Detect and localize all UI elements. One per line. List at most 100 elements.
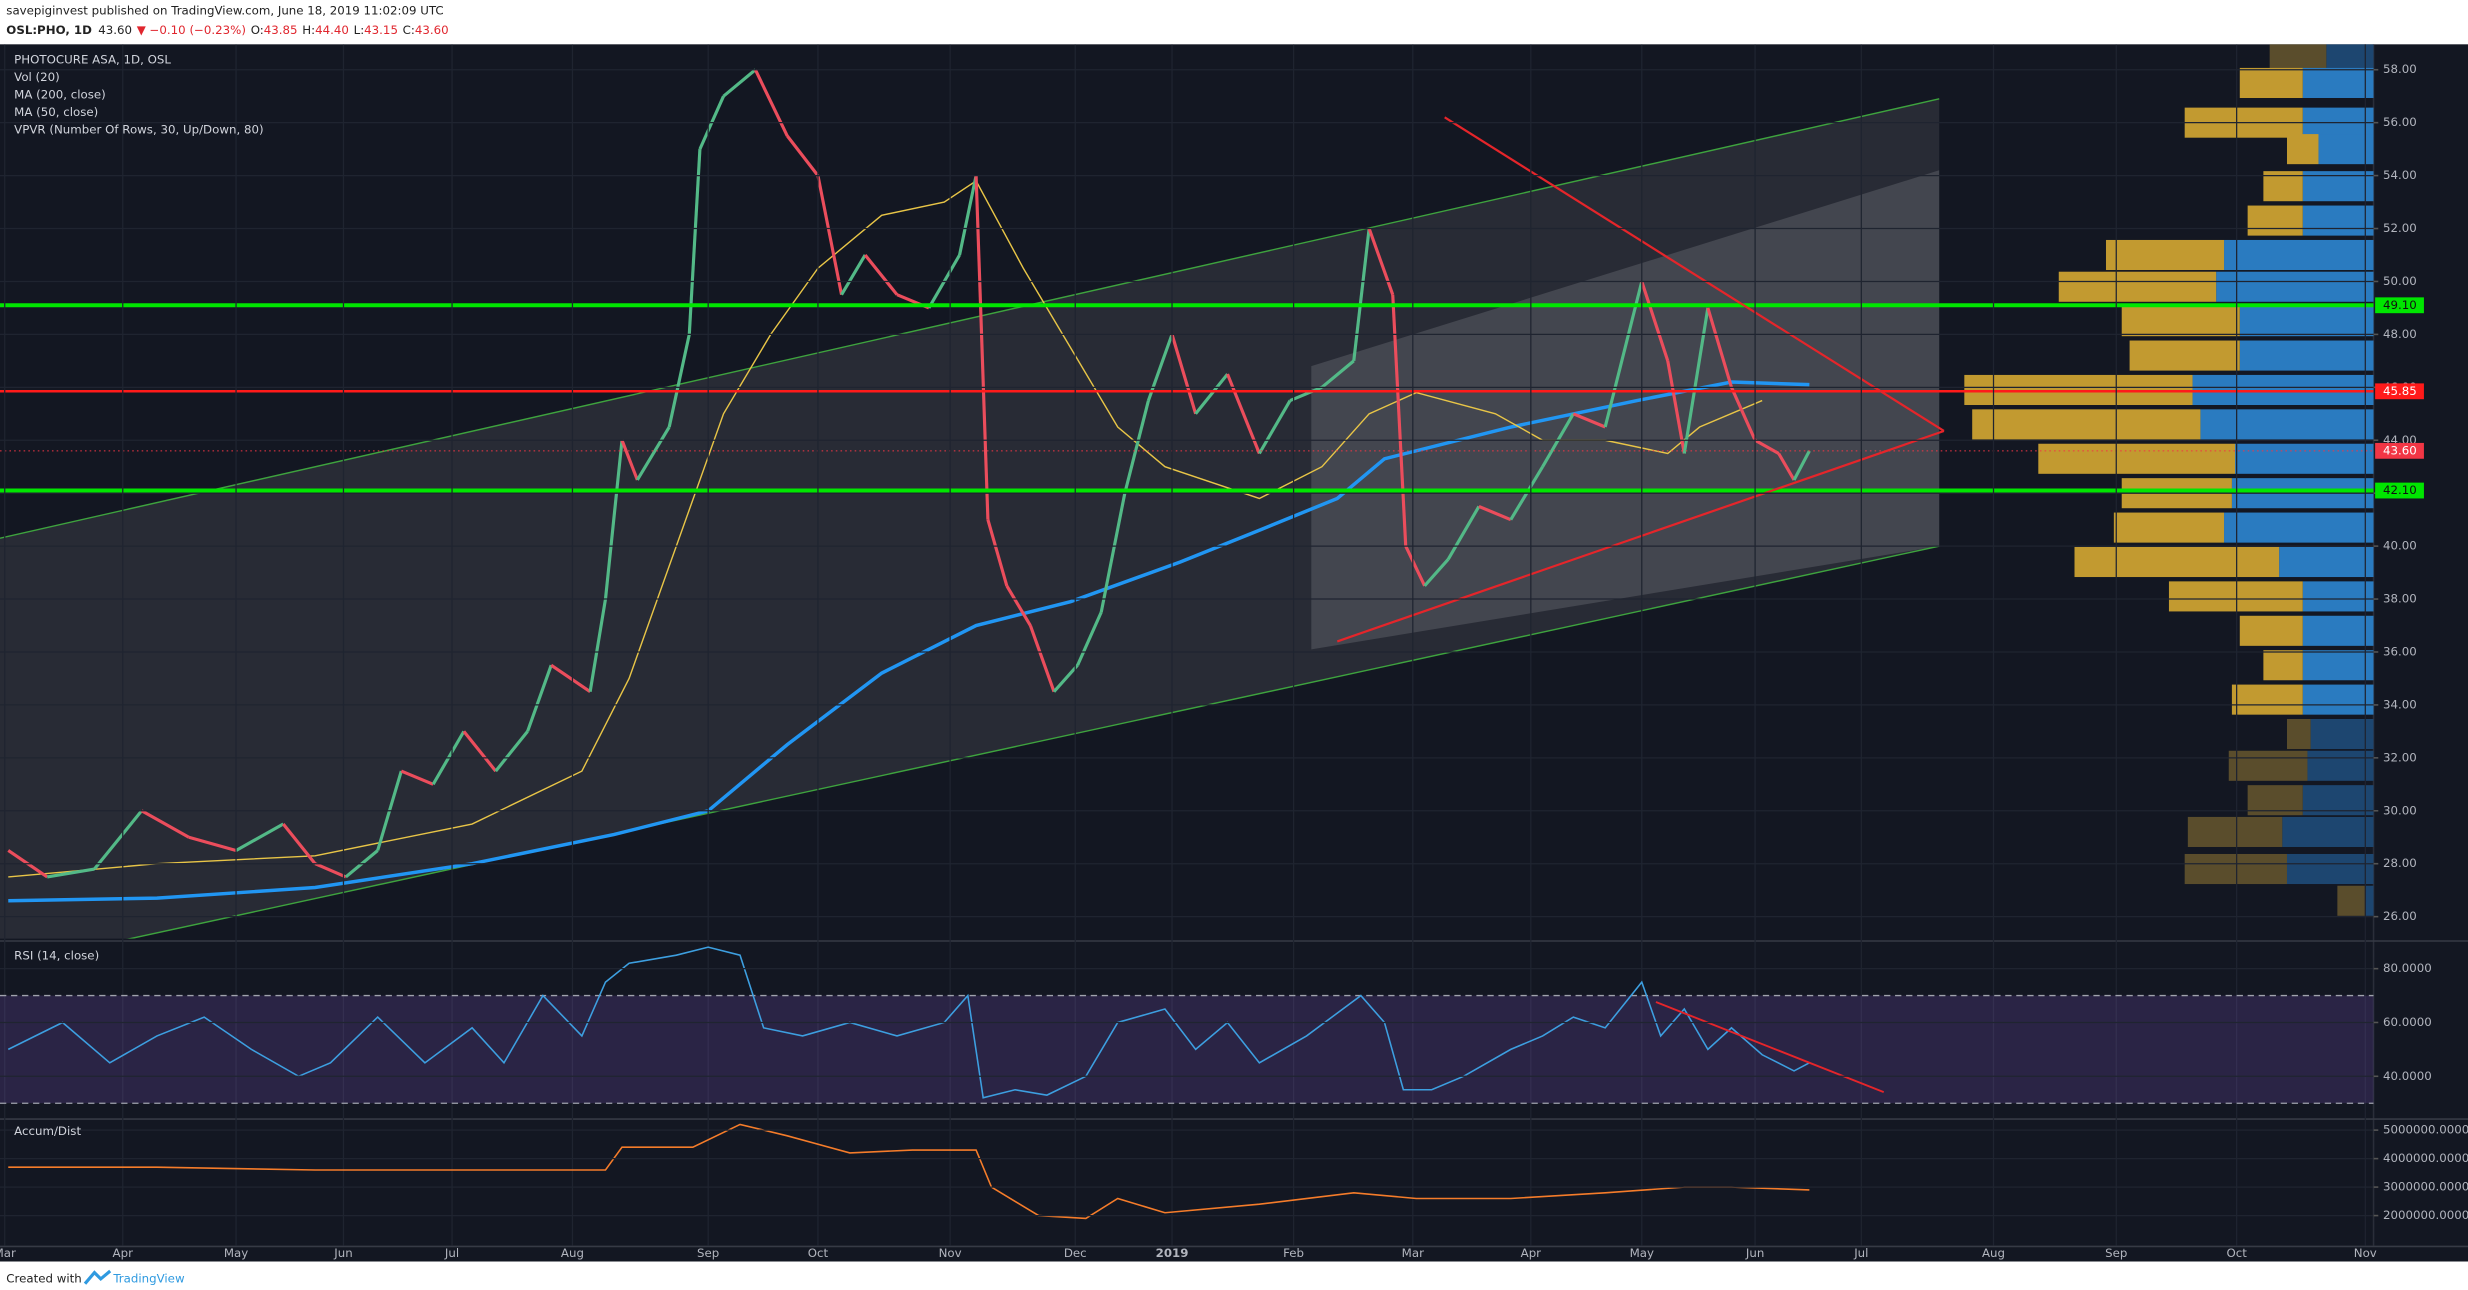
y-tick-label: 40.00 — [2383, 539, 2417, 553]
profile-up — [2279, 546, 2374, 578]
profile-up — [2302, 205, 2374, 236]
profile-up — [2224, 239, 2374, 271]
y-tick-label: 28.00 — [2383, 856, 2417, 870]
price-segment — [1005, 585, 1032, 627]
y-tick-label: 58.00 — [2383, 62, 2417, 76]
trendline — [1655, 1001, 1885, 1094]
x-tick-label: Nov — [939, 1246, 962, 1260]
price-segment — [46, 867, 95, 879]
series-line — [8, 179, 1763, 878]
profile-down — [2058, 271, 2217, 302]
price-segment — [863, 253, 899, 296]
profile-up — [2302, 67, 2374, 98]
profile-up — [2302, 581, 2374, 612]
indicator-label: VPVR (Number Of Rows, 30, Up/Down, 80) — [14, 122, 263, 136]
profile-down — [2337, 885, 2366, 916]
publisher: savepiginvest published on TradingView.c… — [6, 4, 443, 18]
profile-down — [2286, 134, 2319, 165]
pane-title: PHOTOCURE ASA, 1D, OSL — [14, 53, 171, 67]
price-segment — [722, 68, 757, 98]
ohlc-label: H: — [302, 23, 315, 37]
price-segment — [235, 822, 285, 852]
y-tick-label: 34.00 — [2383, 697, 2417, 711]
y-tick-label: 36.00 — [2383, 644, 2417, 658]
price-segment — [400, 769, 434, 786]
price-segment — [494, 730, 529, 773]
profile-down — [2121, 306, 2240, 337]
rsi-band — [0, 995, 2374, 1104]
pane-title: Accum/Dist — [14, 1124, 81, 1138]
price-segment — [1289, 385, 1323, 403]
profile-up — [2286, 853, 2374, 885]
x-tick-label: Dec — [1064, 1246, 1087, 1260]
price-segment — [986, 519, 1009, 587]
y-tick-label: 3000000.0000 — [2383, 1180, 2468, 1194]
x-tick-label: Jul — [1853, 1246, 1868, 1260]
profile-up — [2224, 512, 2374, 543]
price-segment — [314, 862, 347, 879]
footer-created: Created with — [6, 1271, 81, 1285]
y-tick-label: 2000000.0000 — [2383, 1208, 2468, 1222]
x-tick-label: Oct — [808, 1246, 829, 1260]
level-label-box — [2375, 442, 2424, 459]
chart-background — [0, 44, 2468, 1262]
footer-brand[interactable]: TradingView — [112, 1271, 185, 1285]
price-segment — [1423, 558, 1450, 587]
y-tick-label: 32.00 — [2383, 750, 2417, 764]
ohlc-value: 43.15 — [364, 23, 398, 37]
profile-up — [2318, 134, 2374, 165]
x-tick-label: 2019 — [1156, 1246, 1189, 1260]
price-segment — [1792, 450, 1811, 481]
price-segment — [1028, 624, 1056, 693]
level-label-box — [2375, 482, 2424, 499]
level-label-box — [2375, 383, 2424, 400]
profile-down — [2187, 816, 2283, 847]
price-segment — [1052, 664, 1079, 693]
profile-up — [2310, 718, 2374, 750]
footer-background — [0, 1261, 2468, 1290]
level-label: 43.60 — [2383, 443, 2417, 457]
profile-up — [2216, 271, 2374, 302]
x-tick-label: Feb — [1283, 1246, 1304, 1260]
price-segment — [1258, 399, 1292, 455]
price-segment — [958, 175, 978, 256]
x-tick-label: May — [224, 1246, 248, 1260]
plot-layer: Mar Apr May Jun Jul Aug Sep Oct Nov Dec 2019 Feb Mar… — [0, 44, 2468, 1260]
profile-down — [2231, 684, 2303, 715]
trendline — [0, 98, 1940, 539]
level-label-box — [2375, 297, 2424, 314]
price-segment — [1391, 294, 1408, 547]
profile-down — [2228, 750, 2308, 781]
y-tick-label: 5000000.0000 — [2383, 1123, 2468, 1137]
price-segment — [1123, 400, 1150, 494]
y-tick-label: 4000000.0000 — [2383, 1151, 2468, 1165]
x-tick-label: Jun — [333, 1246, 352, 1260]
price-segment — [140, 809, 190, 839]
y-tick-label: 40.0000 — [2383, 1069, 2432, 1083]
x-tick-label: Nov — [2354, 1246, 2377, 1260]
profile-up — [2302, 650, 2374, 681]
y-tick-label: 56.00 — [2383, 115, 2417, 129]
price-segment — [603, 440, 624, 600]
price-segment — [667, 334, 691, 428]
profile-down — [2247, 205, 2303, 236]
price-segment — [1446, 505, 1481, 561]
indicator-label: Vol (20) — [14, 70, 60, 84]
trendline — [1336, 429, 1945, 643]
price-segment — [816, 175, 844, 295]
header-background — [0, 0, 2468, 45]
price-segment — [1682, 307, 1710, 454]
profile-up — [2235, 443, 2374, 474]
channel-fill — [0, 98, 1940, 939]
price-segment — [1146, 333, 1174, 402]
ohlc-label: C: — [403, 23, 415, 37]
price-segment — [282, 823, 317, 865]
indicator-label: MA (50, close) — [14, 105, 98, 119]
ohlc-value: 44.40 — [315, 23, 349, 37]
y-tick-label: 38.00 — [2383, 592, 2417, 606]
profile-up — [2239, 306, 2374, 337]
x-tick-label: Sep — [697, 1246, 719, 1260]
profile-up — [2326, 44, 2374, 72]
price-segment — [1572, 412, 1606, 429]
